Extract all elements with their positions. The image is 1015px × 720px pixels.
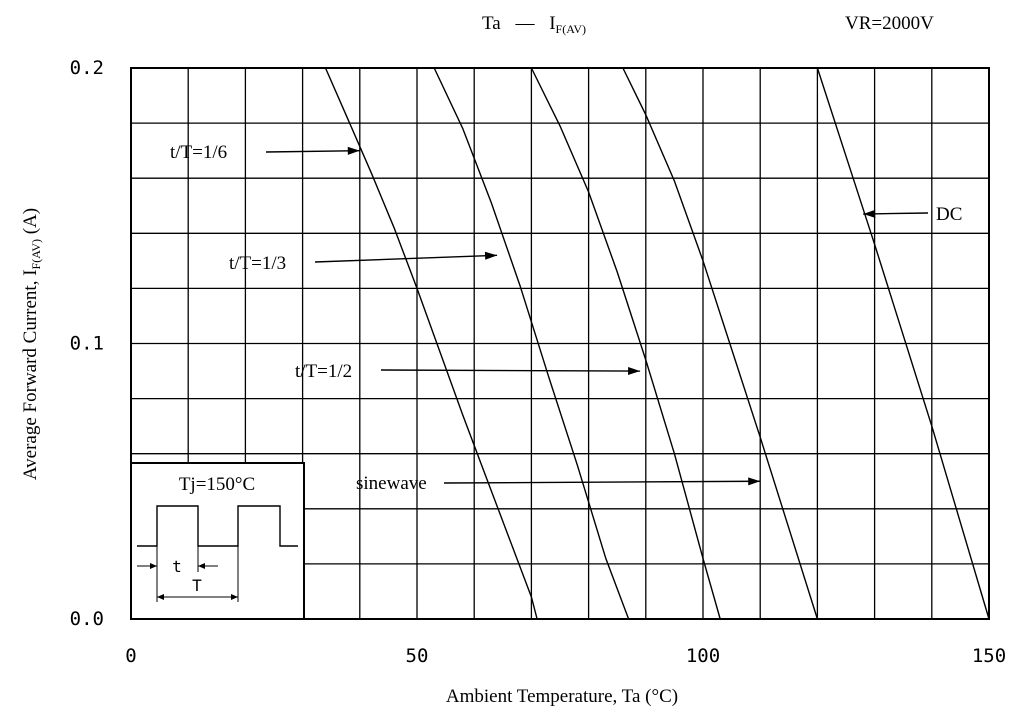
chart-title: Ta — IF(AV) <box>482 13 586 36</box>
chart-title-subscript: F(AV) <box>556 22 586 36</box>
chart-title-main: Ta <box>482 13 501 34</box>
annotation-arrowhead <box>748 477 761 486</box>
annotation-arrowhead <box>347 146 360 155</box>
annotation-arrow <box>443 480 761 484</box>
plot-frame <box>130 67 990 620</box>
annotation-label: sinewave <box>356 473 427 494</box>
inset-t-label: t <box>172 557 182 576</box>
series-line-4 <box>622 67 819 620</box>
inset-arrowhead <box>157 594 164 600</box>
y-axis-label: Average Forward Current, IF(AV) (A) <box>20 208 43 480</box>
annotation-label: t/T=1/3 <box>229 253 286 274</box>
inset-arrowhead <box>198 563 205 569</box>
pulse-inset: Tj=150°C tT <box>130 462 305 620</box>
pulse-waveform <box>137 505 298 547</box>
inset-arrowhead <box>150 563 157 569</box>
series-line-1 <box>324 67 538 620</box>
inset-tj-label: Tj=150°C <box>179 474 255 495</box>
annotation-arrowhead <box>484 251 498 260</box>
annotation-arrow <box>380 369 641 372</box>
annotation-label: DC <box>936 204 962 225</box>
series-line-2 <box>433 67 630 620</box>
x-tick-label: 100 <box>686 645 720 667</box>
y-tick-label: 0.2 <box>70 57 104 79</box>
x-tick-label: 0 <box>125 645 136 667</box>
series-line-5 <box>816 67 990 620</box>
curves <box>324 67 990 620</box>
y-axis-label-unit: (A) <box>20 208 41 239</box>
series-line-3 <box>530 67 721 620</box>
x-tick-label: 150 <box>972 645 1006 667</box>
chart-condition: VR=2000V <box>845 13 934 34</box>
annotation-label: t/T=1/6 <box>170 142 227 163</box>
annotations: t/T=1/6 t/T=1/3 t/T=1/2 sinewave DC <box>170 142 962 494</box>
y-tick-label: 0.0 <box>70 608 104 630</box>
annotation-arrow <box>314 254 498 263</box>
inset-box <box>130 462 305 620</box>
x-tick-label: 50 <box>406 645 429 667</box>
annotation-arrowhead <box>628 367 641 376</box>
annotation-arrow <box>265 149 360 153</box>
inset-arrowhead <box>231 594 238 600</box>
annotation-arrowhead <box>863 209 876 218</box>
chart-title-dash: — <box>514 13 535 34</box>
y-axis-label-subscript: F(AV) <box>29 239 43 269</box>
inset-T-label: T <box>192 576 202 595</box>
x-axis-label: Ambient Temperature, Ta (°C) <box>446 686 678 707</box>
chart-title-symbol: I <box>549 13 555 34</box>
y-axis-label-main: Average Forward Current, I <box>20 269 41 480</box>
tick-labels: 0 50 100 150 0.0 0.1 0.2 <box>70 57 1006 667</box>
y-tick-label: 0.1 <box>70 333 104 355</box>
annotation-label: t/T=1/2 <box>295 361 352 382</box>
